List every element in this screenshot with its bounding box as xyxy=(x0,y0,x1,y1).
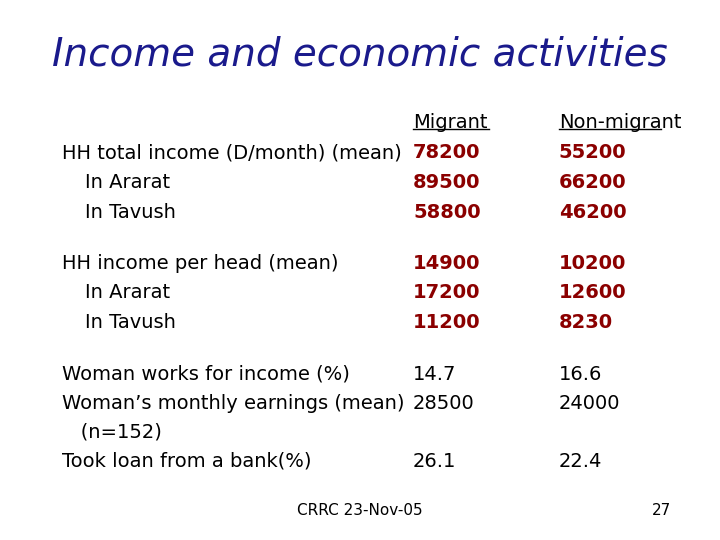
Text: 16.6: 16.6 xyxy=(559,364,602,383)
Text: 78200: 78200 xyxy=(413,143,480,162)
Text: Woman’s monthly earnings (mean): Woman’s monthly earnings (mean) xyxy=(62,394,405,413)
Text: 14.7: 14.7 xyxy=(413,364,456,383)
Text: 46200: 46200 xyxy=(559,202,626,221)
Text: CRRC 23-Nov-05: CRRC 23-Nov-05 xyxy=(297,503,423,518)
Text: 58800: 58800 xyxy=(413,202,481,221)
Text: 17200: 17200 xyxy=(413,284,480,302)
Text: 27: 27 xyxy=(652,503,671,518)
Text: 55200: 55200 xyxy=(559,143,626,162)
Text: In Tavush: In Tavush xyxy=(85,202,176,221)
Text: 66200: 66200 xyxy=(559,173,626,192)
Text: Migrant: Migrant xyxy=(413,113,487,132)
Text: HH total income (D/month) (mean): HH total income (D/month) (mean) xyxy=(62,143,402,162)
Text: In Ararat: In Ararat xyxy=(85,173,171,192)
Text: 8230: 8230 xyxy=(559,313,613,332)
Text: 24000: 24000 xyxy=(559,394,620,413)
Text: Income and economic activities: Income and economic activities xyxy=(52,35,668,73)
Text: In Tavush: In Tavush xyxy=(85,313,176,332)
Text: Woman works for income (%): Woman works for income (%) xyxy=(62,364,350,383)
Text: 28500: 28500 xyxy=(413,394,474,413)
Text: 12600: 12600 xyxy=(559,284,626,302)
Text: Took loan from a bank(%): Took loan from a bank(%) xyxy=(62,452,312,471)
Text: 10200: 10200 xyxy=(559,254,626,273)
Text: (n=152): (n=152) xyxy=(62,422,162,441)
Text: 11200: 11200 xyxy=(413,313,481,332)
Text: Non-migrant: Non-migrant xyxy=(559,113,681,132)
Text: 22.4: 22.4 xyxy=(559,452,602,471)
Text: 89500: 89500 xyxy=(413,173,480,192)
Text: 14900: 14900 xyxy=(413,254,480,273)
Text: 26.1: 26.1 xyxy=(413,452,456,471)
Text: In Ararat: In Ararat xyxy=(85,284,171,302)
Text: HH income per head (mean): HH income per head (mean) xyxy=(62,254,338,273)
